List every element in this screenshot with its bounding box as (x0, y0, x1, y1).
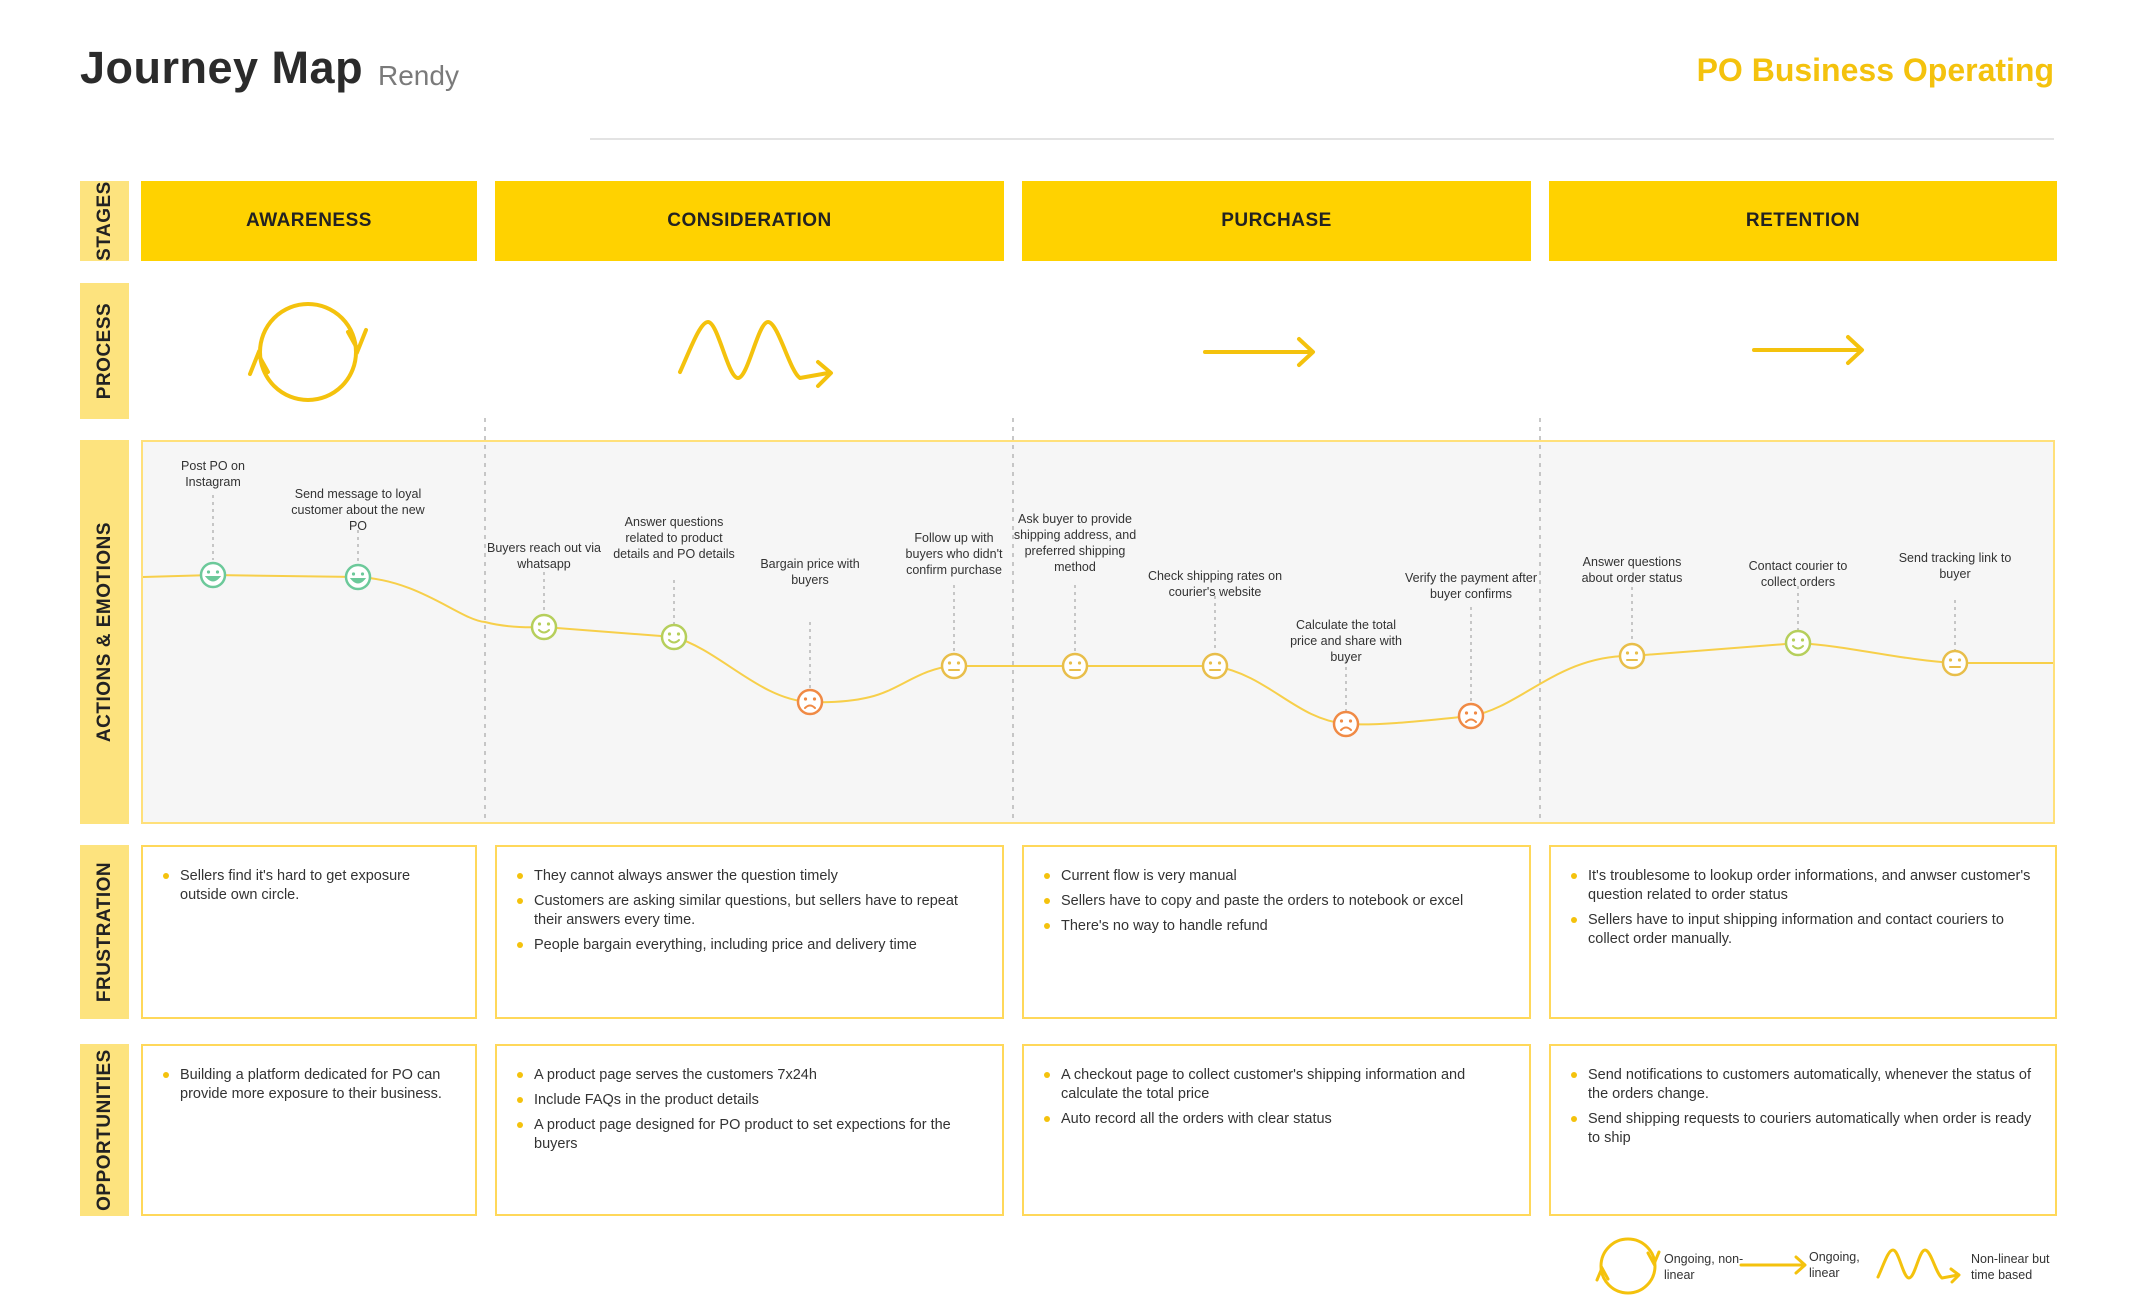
circular-arrow-icon (1595, 1237, 1661, 1295)
row-label-opportunities: OPPORTUNITIES (80, 1044, 129, 1216)
happy-face-icon (1784, 629, 1812, 657)
process-icons (248, 302, 1864, 402)
frustration-purchase: Current flow is very manual Sellers have … (1022, 845, 1531, 1019)
stage-consideration: CONSIDERATION (495, 181, 1004, 261)
row-label-process: PROCESS (80, 283, 129, 419)
bullet-item: Send shipping requests to couriers autom… (1569, 1110, 2035, 1148)
action-label: Post PO on Instagram (181, 459, 245, 489)
opportunities-purchase: A checkout page to collect customer's sh… (1022, 1044, 1531, 1216)
happy-face-icon (660, 623, 688, 651)
sad-face-icon (1332, 710, 1360, 738)
bullet-item: There's no way to handle refund (1042, 917, 1509, 936)
bullet-item: People bargain everything, including pri… (515, 936, 982, 955)
straight-arrow-icon (1752, 335, 1864, 365)
opportunities-consideration: A product page serves the customers 7x24… (495, 1044, 1004, 1216)
bullet-item: Current flow is very manual (1042, 867, 1509, 886)
project-title: PO Business Operating (1696, 52, 2054, 88)
action-label: Buyers reach out via whatsapp (487, 541, 601, 571)
bullet-item: A product page designed for PO product t… (515, 1116, 982, 1154)
bullet-item: Sellers find it's hard to get exposure o… (161, 867, 455, 905)
legend-label: Non-linear but time based (1971, 1252, 2050, 1282)
very-happy-face-icon (199, 561, 227, 589)
bullet-item: Send notifications to customers automati… (1569, 1066, 2035, 1104)
bullet-item: They cannot always answer the question t… (515, 867, 982, 886)
sad-face-icon (1457, 702, 1485, 730)
legend-label: Ongoing, linear (1809, 1250, 1860, 1280)
straight-arrow-icon (1203, 337, 1315, 367)
bullet-item: Auto record all the orders with clear st… (1042, 1110, 1509, 1129)
neutral-face-icon (1061, 652, 1089, 680)
stage-awareness: AWARENESS (141, 181, 477, 261)
circular-arrow-icon (248, 302, 368, 402)
neutral-face-icon (1201, 652, 1229, 680)
actions-emotions-panel (141, 440, 2055, 824)
row-label-stages: STAGES (80, 181, 129, 261)
stage-purchase: PURCHASE (1022, 181, 1531, 261)
frustration-awareness: Sellers find it's hard to get exposure o… (141, 845, 477, 1019)
zigzag-arrow-icon (678, 320, 833, 388)
row-label-actions: ACTIONS & EMOTIONS (80, 440, 129, 824)
action-label: Check shipping rates on courier's websit… (1147, 569, 1283, 599)
bullet-item: Sellers have to input shipping informati… (1569, 911, 2035, 949)
neutral-face-icon (940, 652, 968, 680)
frustration-retention: It's troublesome to lookup order informa… (1549, 845, 2057, 1019)
neutral-face-icon (1941, 649, 1969, 677)
persona-name: Rendy (378, 60, 459, 91)
bullet-item: Sellers have to copy and paste the order… (1042, 892, 1509, 911)
bullet-item: It's troublesome to lookup order informa… (1569, 867, 2035, 905)
page-title: Journey Map (80, 42, 364, 93)
action-label: Bargain price with buyers (760, 557, 860, 587)
bullet-item: Include FAQs in the product details (515, 1091, 982, 1110)
action-label: Answer questions related to product deta… (613, 515, 735, 561)
action-label: Ask buyer to provide shipping address, a… (1013, 512, 1137, 574)
bullet-item: Customers are asking similar questions, … (515, 892, 982, 930)
very-happy-face-icon (344, 563, 372, 591)
action-label: Calculate the total price and share with… (1290, 618, 1402, 664)
frustration-consideration: They cannot always answer the question t… (495, 845, 1004, 1019)
bullet-item: Building a platform dedicated for PO can… (161, 1066, 455, 1104)
action-label: Follow up with buyers who didn't confirm… (905, 531, 1003, 577)
action-label: Answer questions about order status (1581, 555, 1683, 585)
action-label: Send tracking link to buyer (1898, 551, 2012, 581)
row-label-frustration: FRUSTRATION (80, 845, 129, 1019)
action-label: Contact courier to collect orders (1748, 559, 1848, 589)
opportunities-retention: Send notifications to customers automati… (1549, 1044, 2057, 1216)
action-label: Verify the payment after buyer confirms (1404, 571, 1537, 601)
neutral-face-icon (1618, 642, 1646, 670)
header-divider (590, 138, 2054, 140)
happy-face-icon (530, 613, 558, 641)
opportunities-awareness: Building a platform dedicated for PO can… (141, 1044, 477, 1216)
stage-retention: RETENTION (1549, 181, 2057, 261)
zigzag-arrow-icon (1876, 1248, 1961, 1284)
bullet-item: A product page serves the customers 7x24… (515, 1066, 982, 1085)
sad-face-icon (796, 688, 824, 716)
bullet-item: A checkout page to collect customer's sh… (1042, 1066, 1509, 1104)
action-label: Send message to loyal customer about the… (291, 487, 425, 533)
legend-icons (1595, 1237, 1961, 1295)
legend-label: Ongoing, non-linear (1664, 1252, 1744, 1282)
straight-arrow-icon (1739, 1255, 1807, 1275)
